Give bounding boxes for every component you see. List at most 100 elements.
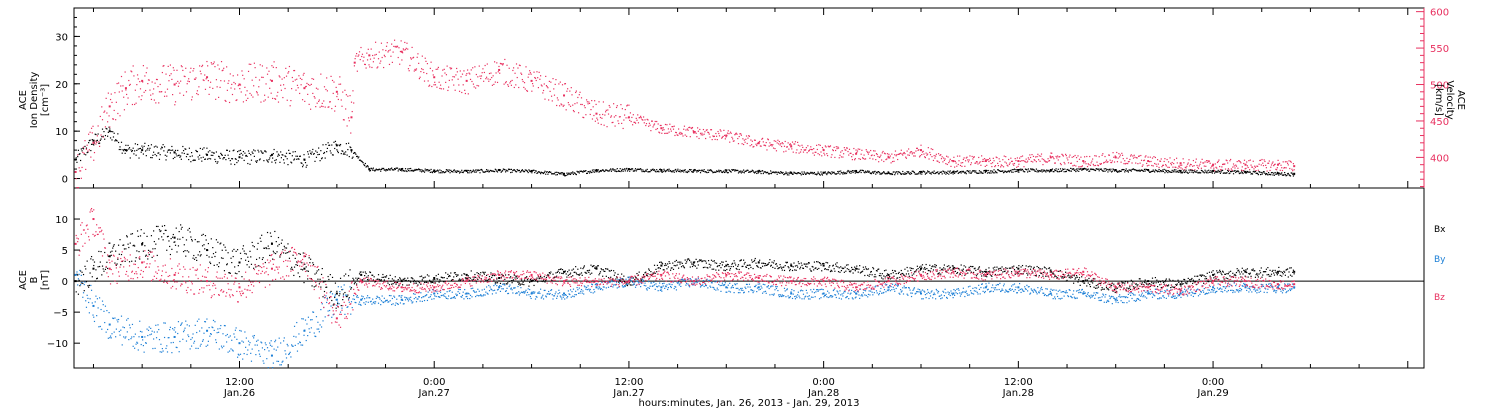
density-sample xyxy=(840,172,843,174)
velocity-sample xyxy=(674,134,676,137)
velocity-sample xyxy=(466,69,469,71)
density-sample xyxy=(464,169,467,172)
bx-sample xyxy=(534,278,536,280)
density-sample xyxy=(1112,168,1114,170)
bx-sample xyxy=(811,265,813,268)
density-sample xyxy=(995,171,997,173)
density-sample xyxy=(425,170,427,172)
velocity-sample xyxy=(962,162,964,164)
velocity-sample xyxy=(1203,165,1205,167)
density-sample xyxy=(869,172,871,174)
velocity-sample xyxy=(534,77,537,79)
density-sample xyxy=(170,149,172,152)
bx-sample xyxy=(956,272,958,275)
density-sample xyxy=(950,172,952,174)
bx-sample xyxy=(775,263,778,265)
bx-sample xyxy=(757,266,759,268)
velocity-sample xyxy=(1094,155,1096,157)
bx-sample xyxy=(432,279,434,281)
velocity-sample xyxy=(126,93,128,96)
velocity-sample xyxy=(802,146,804,149)
velocity-sample xyxy=(458,90,461,92)
density-sample xyxy=(296,155,299,157)
velocity-sample xyxy=(768,145,770,147)
bx-sample xyxy=(389,274,391,276)
bx-sample xyxy=(338,295,340,297)
density-sample xyxy=(940,171,943,173)
bx-sample xyxy=(133,244,135,246)
bx-sample xyxy=(168,240,170,242)
density-sample xyxy=(369,169,372,172)
density-sample xyxy=(1121,168,1124,171)
density-sample xyxy=(166,155,168,157)
velocity-point xyxy=(984,160,987,163)
velocity-sample xyxy=(994,165,996,168)
velocity-sample xyxy=(559,81,561,83)
density-sample xyxy=(1078,170,1080,172)
velocity-sample xyxy=(981,155,983,157)
density-sample xyxy=(80,159,82,162)
density-point xyxy=(1049,169,1052,171)
bx-sample xyxy=(770,264,772,266)
density-sample xyxy=(1289,174,1291,177)
bx-sample xyxy=(250,256,252,258)
bx-sample xyxy=(220,257,223,259)
density-sample xyxy=(399,169,402,171)
density-sample xyxy=(756,172,758,175)
velocity-sample xyxy=(530,73,532,75)
velocity-sample xyxy=(1175,157,1178,159)
density-sample xyxy=(831,171,833,173)
density-sample xyxy=(757,172,759,174)
bx-sample xyxy=(799,268,801,270)
density-sample xyxy=(737,169,739,172)
velocity-sample xyxy=(1197,167,1200,170)
velocity-sample xyxy=(607,113,610,115)
bx-sample xyxy=(715,262,718,264)
bx-sample xyxy=(137,235,139,238)
velocity-sample xyxy=(764,145,767,147)
bx-sample xyxy=(957,267,959,270)
velocity-sample xyxy=(413,70,415,72)
velocity-sample xyxy=(179,92,181,94)
velocity-sample xyxy=(792,151,794,153)
density-sample xyxy=(1125,168,1127,170)
velocity-sample xyxy=(1089,164,1092,166)
bx-sample xyxy=(136,230,139,232)
bx-sample xyxy=(280,254,282,256)
density-sample xyxy=(1174,171,1176,173)
bx-sample xyxy=(391,278,393,280)
velocity-sample xyxy=(721,136,724,138)
velocity-sample xyxy=(595,103,597,106)
bx-sample xyxy=(1000,269,1002,271)
density-sample xyxy=(611,169,613,171)
bx-sample xyxy=(572,275,574,277)
velocity-sample xyxy=(805,149,807,151)
density-sample xyxy=(418,168,421,171)
velocity-sample xyxy=(377,58,380,60)
velocity-sample xyxy=(816,148,818,151)
velocity-sample xyxy=(152,93,154,95)
bx-sample xyxy=(963,265,965,267)
bx-sample xyxy=(629,284,632,286)
velocity-sample xyxy=(274,98,277,100)
velocity-sample xyxy=(108,115,110,117)
bx-sample xyxy=(943,267,945,269)
velocity-sample xyxy=(553,88,555,90)
velocity-sample xyxy=(1075,165,1077,167)
bx-sample xyxy=(998,267,1000,270)
density-sample xyxy=(964,171,967,173)
density-sample xyxy=(974,171,976,173)
density-sample xyxy=(333,141,335,143)
density-sample xyxy=(548,171,550,173)
density-sample xyxy=(277,153,280,155)
density-sample xyxy=(349,146,351,148)
density-sample xyxy=(85,154,87,156)
bx-sample xyxy=(699,259,702,262)
bx-sample xyxy=(397,278,399,281)
bx-sample xyxy=(260,240,262,242)
bx-sample xyxy=(359,271,361,273)
velocity-sample xyxy=(966,156,968,158)
bx-sample xyxy=(794,265,797,267)
velocity-sample xyxy=(522,80,524,83)
density-sample xyxy=(691,171,694,173)
